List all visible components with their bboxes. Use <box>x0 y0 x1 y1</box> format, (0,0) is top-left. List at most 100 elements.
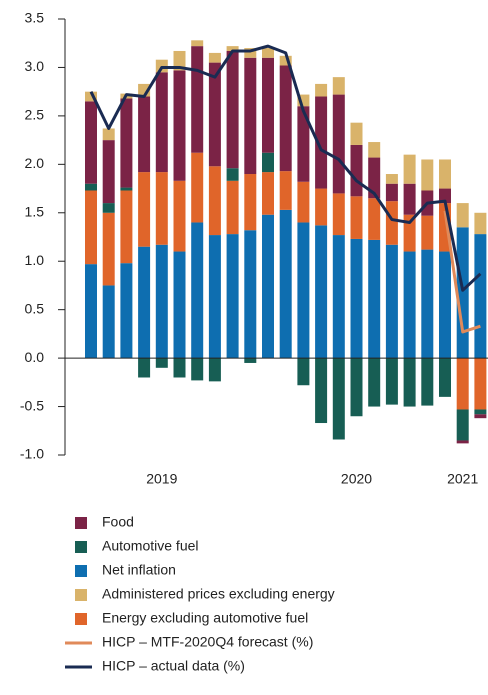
bar-segment <box>102 128 115 141</box>
bar-segment <box>456 203 469 228</box>
legend-label: Energy excluding automotive fuel <box>102 610 308 626</box>
bar-segment <box>102 203 115 213</box>
line-series <box>89 44 482 292</box>
bar-segment <box>191 222 204 359</box>
bar-segment <box>350 358 363 417</box>
bar-segment <box>208 62 221 167</box>
bar-segment <box>332 358 345 440</box>
bar-segment <box>173 180 186 252</box>
bar-segment <box>456 227 469 359</box>
legend-swatch <box>75 565 87 577</box>
bar-segment <box>297 222 310 359</box>
bar-segment <box>315 96 328 189</box>
bar-segment <box>191 152 204 223</box>
bar-segment <box>368 198 381 240</box>
bar-segment <box>208 52 221 63</box>
bar-segment <box>332 193 345 236</box>
bar-segment <box>173 50 186 71</box>
bar-segment <box>208 235 221 359</box>
bar-segment <box>244 230 257 359</box>
bar-segment <box>385 358 398 405</box>
y-tick-label: 3.5 <box>25 10 45 26</box>
bar-segment <box>138 96 151 173</box>
bar-segment <box>279 171 292 210</box>
bar-segment <box>208 166 221 236</box>
bar-segment <box>155 72 168 173</box>
bar-segment <box>439 159 451 189</box>
bar-segment <box>368 142 381 158</box>
bar-segment <box>120 98 133 188</box>
bar-segment <box>350 196 363 239</box>
bar-segment <box>173 358 186 378</box>
bar-segment <box>350 122 363 145</box>
bar-segment <box>138 246 151 359</box>
bar-segment <box>385 244 398 359</box>
bar-segment <box>350 144 363 197</box>
bar-segment <box>421 358 434 406</box>
bar-segment <box>85 190 97 265</box>
bar-segment <box>456 409 469 441</box>
bar-segment <box>474 409 487 415</box>
bar-segment <box>456 358 469 410</box>
bar-segment <box>226 50 239 169</box>
bar-segment <box>368 358 381 407</box>
bar-segment <box>226 234 239 359</box>
bar-segment <box>226 180 239 235</box>
bar-segment <box>474 212 487 235</box>
legend-label: HICP – MTF-2020Q4 forecast (%) <box>102 634 313 650</box>
bar-segment <box>332 235 345 359</box>
bar-segment <box>385 201 398 245</box>
bar-segment <box>368 239 381 359</box>
bar-segment <box>385 174 398 184</box>
bar-segment <box>279 65 292 172</box>
bar-segment <box>315 225 328 359</box>
bar-segment <box>403 154 416 184</box>
bar-segment <box>155 358 168 368</box>
bar-segment <box>421 249 434 359</box>
bar-segment <box>191 46 204 153</box>
bar-segment <box>173 251 186 359</box>
bar-segment <box>138 358 151 378</box>
x-tick-label: 2020 <box>341 471 372 487</box>
y-tick-label: -1.0 <box>20 446 44 462</box>
bar-segment <box>456 440 469 444</box>
line-series <box>443 210 481 334</box>
bar-segment <box>85 183 97 191</box>
bar-segment <box>297 358 310 386</box>
x-tick-label: 2019 <box>146 471 177 487</box>
legend-swatch <box>75 613 87 625</box>
bar-segment <box>403 251 416 359</box>
y-tick-label: 2.5 <box>25 107 45 123</box>
legend-label: HICP – actual data (%) <box>102 658 245 674</box>
x-tick-label: 2021 <box>447 471 478 487</box>
bar-segment <box>350 238 363 359</box>
bar-segment <box>155 172 168 245</box>
legend-swatch <box>75 517 87 529</box>
legend-swatch <box>75 541 87 553</box>
y-tick-label: 3.0 <box>25 58 45 74</box>
bar-segment <box>474 234 487 359</box>
legend-swatch <box>75 589 87 601</box>
bar-segment <box>403 358 416 407</box>
y-tick-label: 1.5 <box>25 203 45 219</box>
bar-segment <box>385 183 398 202</box>
bar-segment <box>279 55 292 66</box>
bar-segment <box>85 101 97 184</box>
bar-segment <box>102 212 115 286</box>
bar-segment <box>279 209 292 359</box>
bar-segment <box>421 215 434 250</box>
bar-segment <box>244 57 257 175</box>
legend-label: Automotive fuel <box>102 538 199 554</box>
bar-segment <box>332 94 345 194</box>
y-tick-label: 1.0 <box>25 252 45 268</box>
bar-segment <box>297 181 310 223</box>
y-tick-label: -0.5 <box>20 397 44 413</box>
bar-segment <box>102 285 115 359</box>
bar-segment <box>315 188 328 226</box>
bar-segment <box>368 157 381 199</box>
bar-segment <box>297 106 310 182</box>
bar-segment <box>85 91 97 102</box>
legend-label: Net inflation <box>102 562 176 578</box>
bar-segment <box>474 358 487 410</box>
